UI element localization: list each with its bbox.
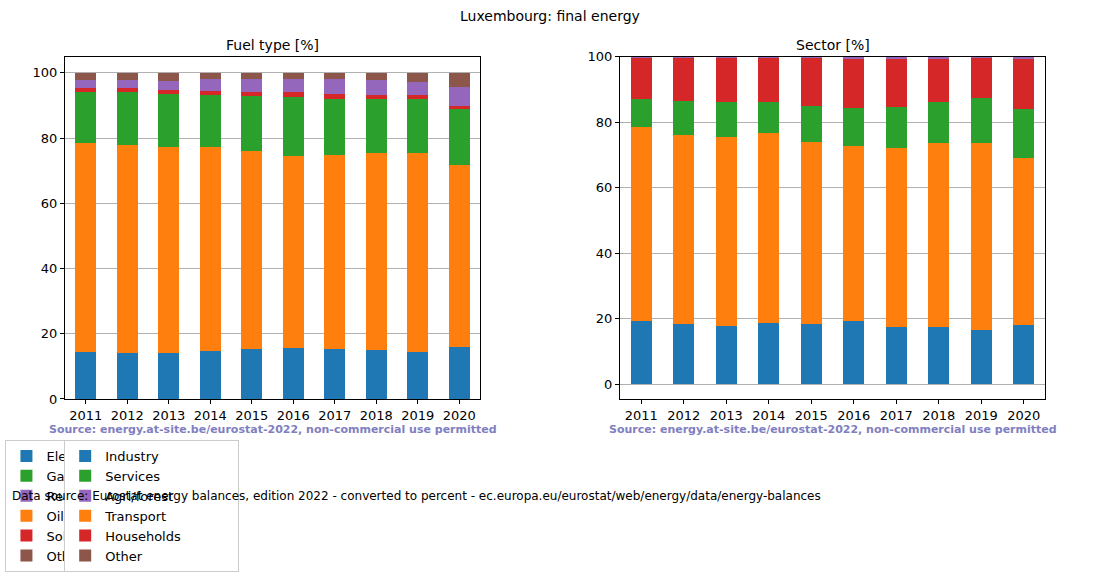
- svg-text:0: 0: [604, 377, 612, 392]
- svg-text:Luxembourg: final energy: Luxembourg: final energy: [460, 8, 640, 24]
- svg-text:Other: Other: [105, 549, 143, 564]
- svg-text:2014: 2014: [752, 408, 785, 423]
- svg-text:40: 40: [41, 261, 58, 276]
- svg-text:Industry: Industry: [105, 449, 159, 464]
- svg-text:2020: 2020: [1007, 408, 1040, 423]
- svg-text:2011: 2011: [625, 408, 658, 423]
- svg-text:2011: 2011: [69, 408, 102, 423]
- svg-text:2013: 2013: [152, 408, 185, 423]
- svg-text:2016: 2016: [837, 408, 870, 423]
- svg-text:100: 100: [588, 49, 613, 64]
- svg-text:Transport: Transport: [104, 509, 166, 524]
- svg-text:Solid fossil: Solid fossil: [46, 528, 116, 544]
- svg-text:60: 60: [596, 180, 613, 195]
- svg-text:80: 80: [41, 131, 58, 146]
- svg-text:2017: 2017: [880, 408, 913, 423]
- svg-text:2013: 2013: [710, 408, 743, 423]
- svg-text:2018: 2018: [360, 408, 393, 423]
- svg-text:Data source: Eurostat energy b: Data source: Eurostat energy balances, e…: [12, 489, 821, 503]
- svg-text:60: 60: [41, 196, 58, 211]
- svg-text:Renewables & biofuel: Renewables & biofuel: [46, 488, 187, 504]
- svg-text:2014: 2014: [194, 408, 227, 423]
- svg-text:Agri/forest: Agri/forest: [105, 489, 173, 504]
- svg-text:2017: 2017: [318, 408, 351, 423]
- svg-text:Fuel type [%]: Fuel type [%]: [226, 37, 319, 53]
- svg-text:Households: Households: [105, 529, 181, 544]
- svg-text:2020: 2020: [443, 408, 476, 423]
- svg-text:2012: 2012: [111, 408, 144, 423]
- svg-text:0: 0: [49, 392, 57, 407]
- svg-text:2015: 2015: [795, 408, 828, 423]
- svg-text:2016: 2016: [277, 408, 310, 423]
- svg-text:2012: 2012: [667, 408, 700, 423]
- svg-text:80: 80: [596, 115, 613, 130]
- svg-text:20: 20: [596, 311, 613, 326]
- svg-text:100: 100: [33, 65, 58, 80]
- svg-text:Sector [%]: Sector [%]: [796, 37, 870, 53]
- svg-text:Source: energy.at-site.be/euro: Source: energy.at-site.be/eurostat-2022,…: [609, 423, 1057, 436]
- svg-text:2019: 2019: [401, 408, 434, 423]
- svg-text:2015: 2015: [235, 408, 268, 423]
- svg-text:20: 20: [41, 326, 58, 341]
- svg-text:40: 40: [596, 246, 613, 261]
- svg-text:Gas: Gas: [46, 468, 72, 484]
- svg-text:Source: energy.at-site.be/euro: Source: energy.at-site.be/eurostat-2022,…: [49, 423, 497, 436]
- svg-text:2019: 2019: [965, 408, 998, 423]
- svg-text:Services: Services: [105, 469, 160, 484]
- svg-text:2018: 2018: [922, 408, 955, 423]
